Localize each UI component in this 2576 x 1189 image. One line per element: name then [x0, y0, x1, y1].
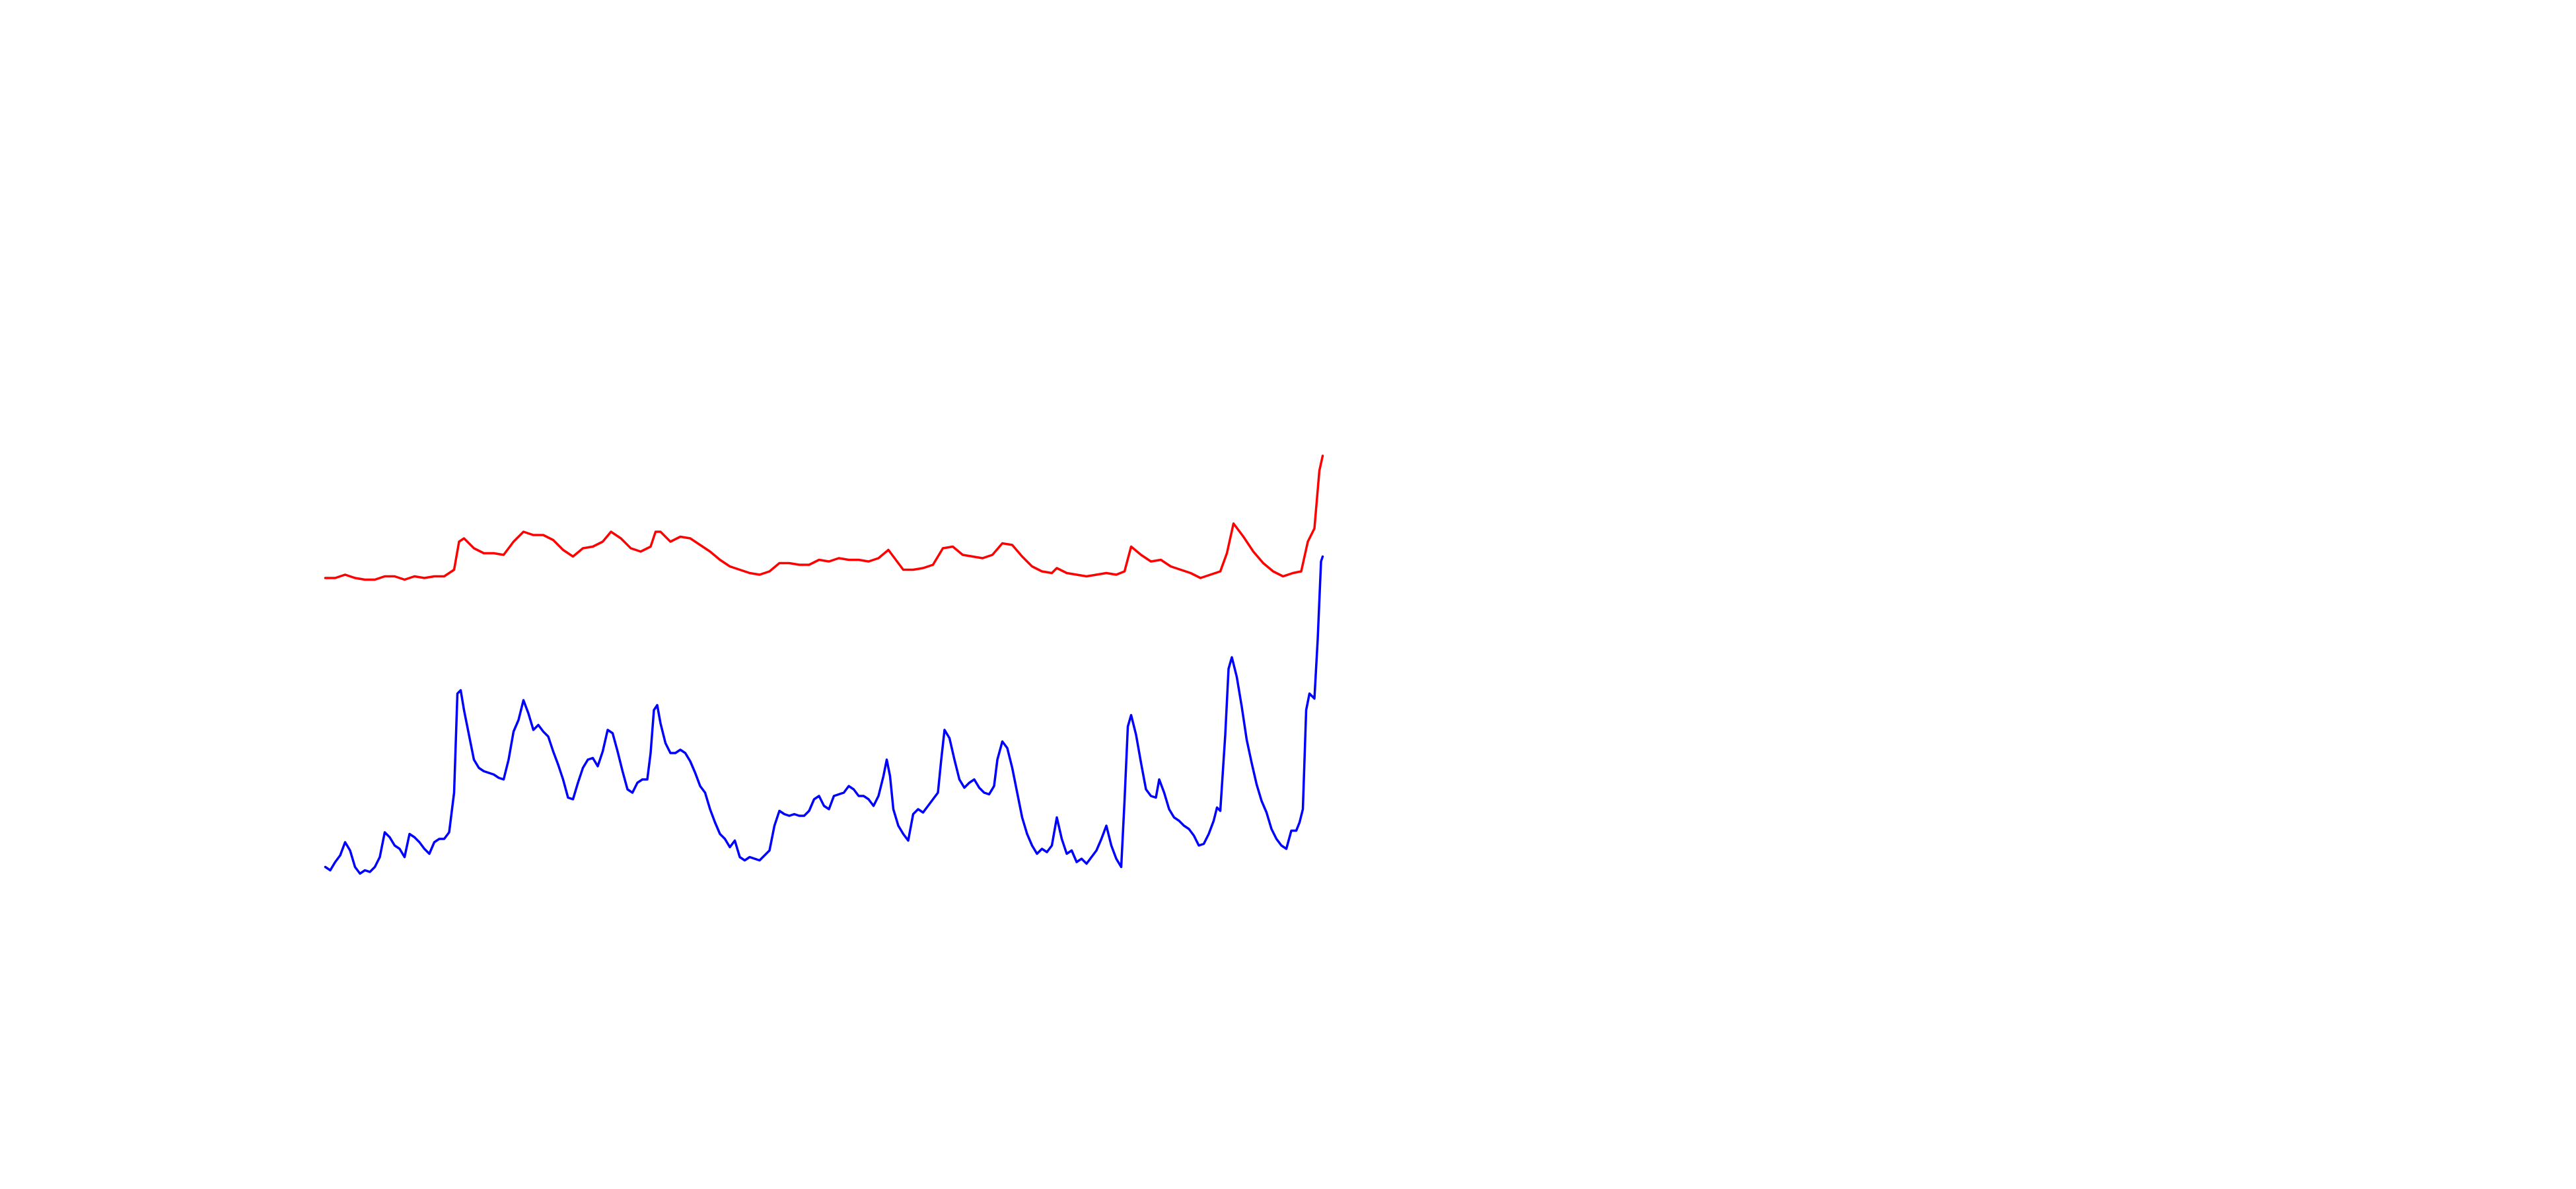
- data-line: [324, 555, 1324, 875]
- data-line: [324, 454, 1324, 581]
